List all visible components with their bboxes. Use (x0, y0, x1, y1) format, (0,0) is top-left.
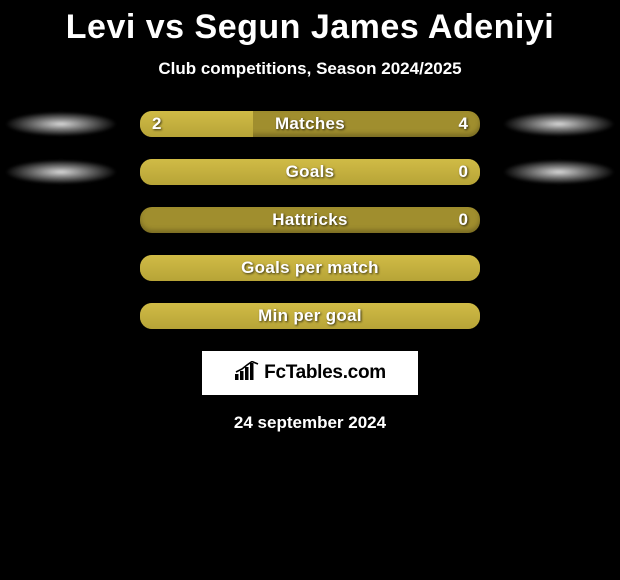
stat-label: Hattricks (140, 207, 480, 233)
stat-row: 0Goals (0, 159, 620, 185)
stat-label: Goals per match (140, 255, 480, 281)
shadow-ellipse-left (6, 160, 116, 184)
stat-row: 0Hattricks (0, 207, 620, 233)
shadow-ellipse-right (504, 112, 614, 136)
comparison-rows: 24Matches 0Goals 0Hattricks Goals per match… (0, 111, 620, 329)
stat-row: 24Matches (0, 111, 620, 137)
logo-box: FcTables.com (202, 351, 418, 395)
stat-label: Matches (140, 111, 480, 137)
stat-bar: Min per goal (140, 303, 480, 329)
stat-bar: 0Goals (140, 159, 480, 185)
stat-row: Goals per match (0, 255, 620, 281)
shadow-ellipse-right (504, 160, 614, 184)
logo-chart-icon (234, 361, 260, 386)
stat-bar: 24Matches (140, 111, 480, 137)
logo-text: FcTables.com (264, 362, 386, 384)
stat-label: Goals (140, 159, 480, 185)
shadow-ellipse-left (6, 112, 116, 136)
subtitle: Club competitions, Season 2024/2025 (0, 59, 620, 79)
stat-bar: Goals per match (140, 255, 480, 281)
stat-label: Min per goal (140, 303, 480, 329)
page-title: Levi vs Segun James Adeniyi (0, 0, 620, 47)
date-label: 24 september 2024 (0, 413, 620, 433)
stat-bar: 0Hattricks (140, 207, 480, 233)
stat-row: Min per goal (0, 303, 620, 329)
